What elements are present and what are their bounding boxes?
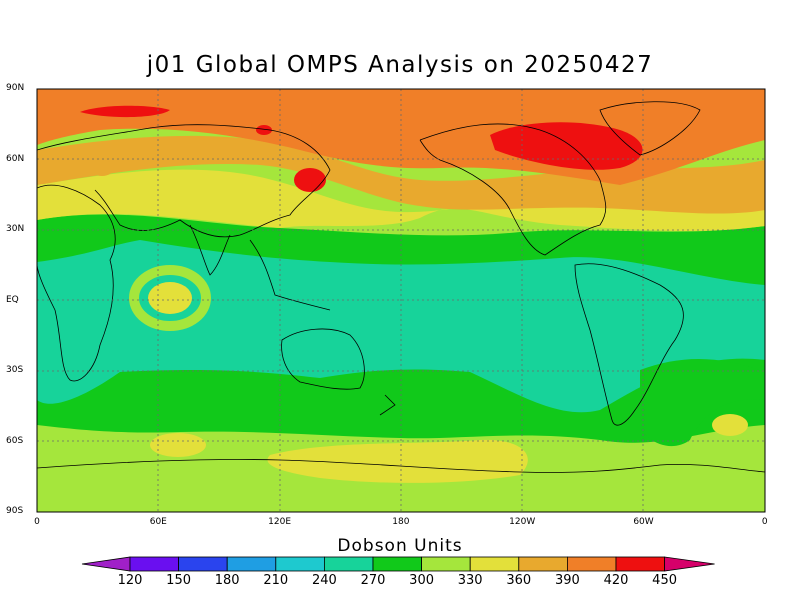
max-420-kamchatka <box>294 168 326 192</box>
coast-greenland <box>599 101 701 156</box>
coast-antarctica <box>37 459 765 473</box>
band-330-360-sh <box>267 439 528 483</box>
page-title: j01 Global OMPS Analysis on 20250427 <box>146 52 654 78</box>
blob-330-360-eq <box>148 282 192 314</box>
ring-300-330-eq <box>129 265 211 331</box>
lon-label: 0 <box>34 517 40 527</box>
colorbar <box>81 556 715 572</box>
map-frame <box>36 88 766 513</box>
colorbar-tick-label: 330 <box>457 573 483 588</box>
colorbar-tick-label: 150 <box>166 573 191 588</box>
colorbar-title: Dobson Units <box>337 536 463 556</box>
lat-label: 30S <box>6 365 24 375</box>
coast-australia <box>281 328 365 390</box>
band-330-360-nh <box>37 169 765 231</box>
colorbar-tick-label: 180 <box>214 573 240 588</box>
blob-360-390-eu <box>90 160 114 176</box>
colorbar-swatch <box>178 556 228 572</box>
colorbar-swatch <box>567 556 617 572</box>
colorbar-arrow-high <box>664 556 715 572</box>
colorbar-swatch <box>323 556 374 572</box>
band-240-270 <box>37 240 765 413</box>
lat-label: EQ <box>6 294 19 305</box>
colorbar-tick-label: 270 <box>360 573 386 588</box>
lat-label: 90N <box>6 83 25 93</box>
max-420-europe <box>80 105 170 118</box>
coastlines <box>37 101 765 473</box>
lon-label: 0 <box>761 517 768 527</box>
colorbar-swatch <box>226 556 277 572</box>
coast-seasia <box>249 239 331 311</box>
band-360-390-nh <box>37 135 765 214</box>
colorbar-swatch <box>518 556 568 572</box>
colorbar-swatch <box>615 556 665 572</box>
lat-label: 30N <box>6 224 25 234</box>
colorbar-tick-label: 360 <box>506 573 532 588</box>
colorbar-tick-label: 300 <box>409 573 434 588</box>
coast-nz <box>379 394 396 416</box>
lat-label: 90S <box>6 506 24 516</box>
colorbar-swatch <box>421 556 471 572</box>
lon-label: 60E <box>149 517 167 527</box>
max-420-canada <box>490 122 643 170</box>
band-270-300-sh <box>640 358 765 447</box>
lat-label: 60S <box>6 435 24 446</box>
gridlines <box>37 89 765 512</box>
lon-label: 60W <box>633 517 654 527</box>
colorbar-arrow-low <box>81 556 131 572</box>
coast-samerica <box>574 263 684 426</box>
max-420-siberia <box>256 125 272 135</box>
lon-label: 120W <box>509 517 536 527</box>
colorbar-tick-label: 390 <box>554 573 580 588</box>
colorbar-tick-label: 120 <box>117 573 143 588</box>
coast-india <box>189 224 231 276</box>
lat-label: 60N <box>6 153 25 164</box>
colorbar-tick-label: 450 <box>652 573 677 588</box>
coast-namerica <box>419 123 607 256</box>
colorbar-swatch <box>129 556 179 572</box>
colorbar-tick-label: 240 <box>311 573 337 588</box>
coast-africa <box>37 184 116 382</box>
coast-eurasia <box>37 124 331 238</box>
colorbar-tick-label: 210 <box>263 573 289 588</box>
blob-330-360-sh2 <box>712 414 748 436</box>
blob-330-360-sh1 <box>150 433 206 457</box>
colorbar-swatch <box>372 556 422 572</box>
lon-label: 120E <box>268 517 292 527</box>
colorbar-tick-label: 420 <box>603 573 629 588</box>
colorbar-swatch <box>469 556 520 572</box>
lon-label: 180 <box>392 517 410 527</box>
colorbar-swatch <box>275 556 325 572</box>
